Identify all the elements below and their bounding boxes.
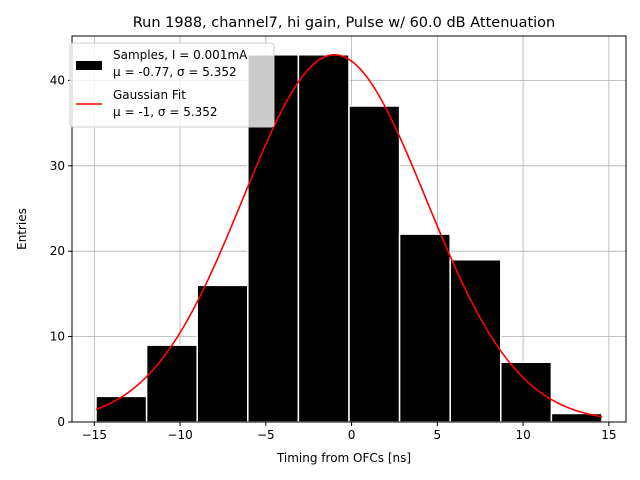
x-tick-label-0: −15	[82, 428, 107, 442]
legend: Samples, I = 0.001mA μ = -0.77, σ = 5.35…	[69, 42, 275, 128]
x-tick-label-5: 10	[515, 428, 530, 442]
histogram-bar-3	[196, 284, 249, 423]
plot-frame	[71, 35, 627, 423]
y-tick-label-2: 20	[50, 244, 65, 258]
histogram-bar-9	[500, 361, 553, 423]
histogram-bar-5	[297, 54, 350, 423]
gaussian-fit-curve	[95, 53, 603, 418]
y-tick-label-1: 10	[50, 330, 65, 344]
axis-ticks: −15 −10 −5 0 5 10 15 0 10 20 30 40	[50, 73, 617, 442]
legend-swatch-samples	[76, 61, 102, 70]
legend-label-samples: Samples, I = 0.001mA	[113, 48, 248, 62]
histogram-bar-1	[95, 395, 148, 423]
legend-box	[69, 42, 275, 128]
y-tick-label-0: 0	[57, 415, 65, 429]
x-tick-label-3: 0	[348, 428, 356, 442]
histogram-bars	[95, 54, 603, 423]
x-tick-label-6: 15	[601, 428, 616, 442]
y-tick-label-4: 40	[50, 73, 65, 87]
legend-stats-fit: μ = -1, σ = 5.352	[113, 105, 218, 119]
legend-stats-samples: μ = -0.77, σ = 5.352	[113, 65, 237, 79]
histogram-bar-6	[348, 105, 401, 423]
legend-label-fit: Gaussian Fit	[113, 88, 186, 102]
histogram-bar-2	[145, 344, 198, 423]
y-axis-label: Entries	[15, 208, 29, 250]
x-axis-label: Timing from OFCs [ns]	[276, 451, 411, 465]
chart-title: Run 1988, channel7, hi gain, Pulse w/ 60…	[133, 15, 556, 31]
x-tick-label-2: −5	[257, 428, 275, 442]
x-tick-label-4: 5	[434, 428, 442, 442]
y-tick-label-3: 30	[50, 159, 65, 173]
histogram-bar-7	[398, 233, 451, 423]
x-tick-label-1: −10	[167, 428, 192, 442]
histogram-bar-8	[449, 258, 502, 423]
